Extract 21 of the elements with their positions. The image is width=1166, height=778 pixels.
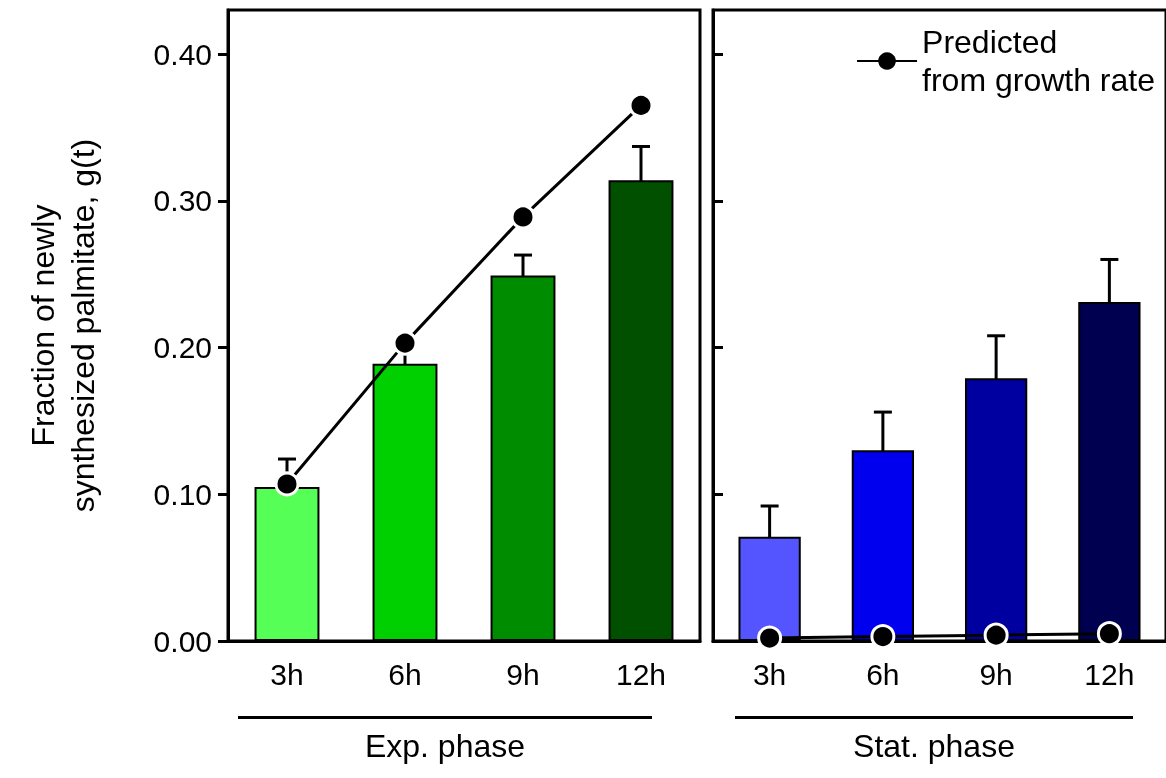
- y-tick-label: 0.30: [153, 184, 212, 218]
- x-tick-label: 3h: [752, 657, 787, 691]
- x-tick-label: 6h: [866, 657, 900, 691]
- x-tick-label: 12h: [1084, 657, 1135, 691]
- x-tick-label: 3h: [270, 657, 304, 691]
- x-tick-label: 9h: [979, 657, 1013, 691]
- x-tick-label: 9h: [506, 657, 540, 691]
- point: [274, 471, 300, 497]
- text: Stat. phase: [852, 728, 1016, 765]
- text: Exp. phase: [363, 728, 527, 765]
- x-tick-label: 12h: [615, 657, 667, 691]
- x-tick-label: 6h: [388, 657, 422, 691]
- y-tick-label: 0.40: [153, 37, 212, 71]
- point: [392, 330, 418, 356]
- y-tick-label: 0.20: [153, 331, 212, 365]
- point: [510, 204, 536, 230]
- legend-label: Predicted from growth rate: [922, 24, 1155, 98]
- y-axis-title: Fraction of newly synthesized palmitate, g(t): [25, 138, 101, 513]
- y-tick-label: 0.00: [153, 624, 212, 658]
- y-tick-label: 0.10: [153, 477, 212, 511]
- point: [628, 92, 654, 118]
